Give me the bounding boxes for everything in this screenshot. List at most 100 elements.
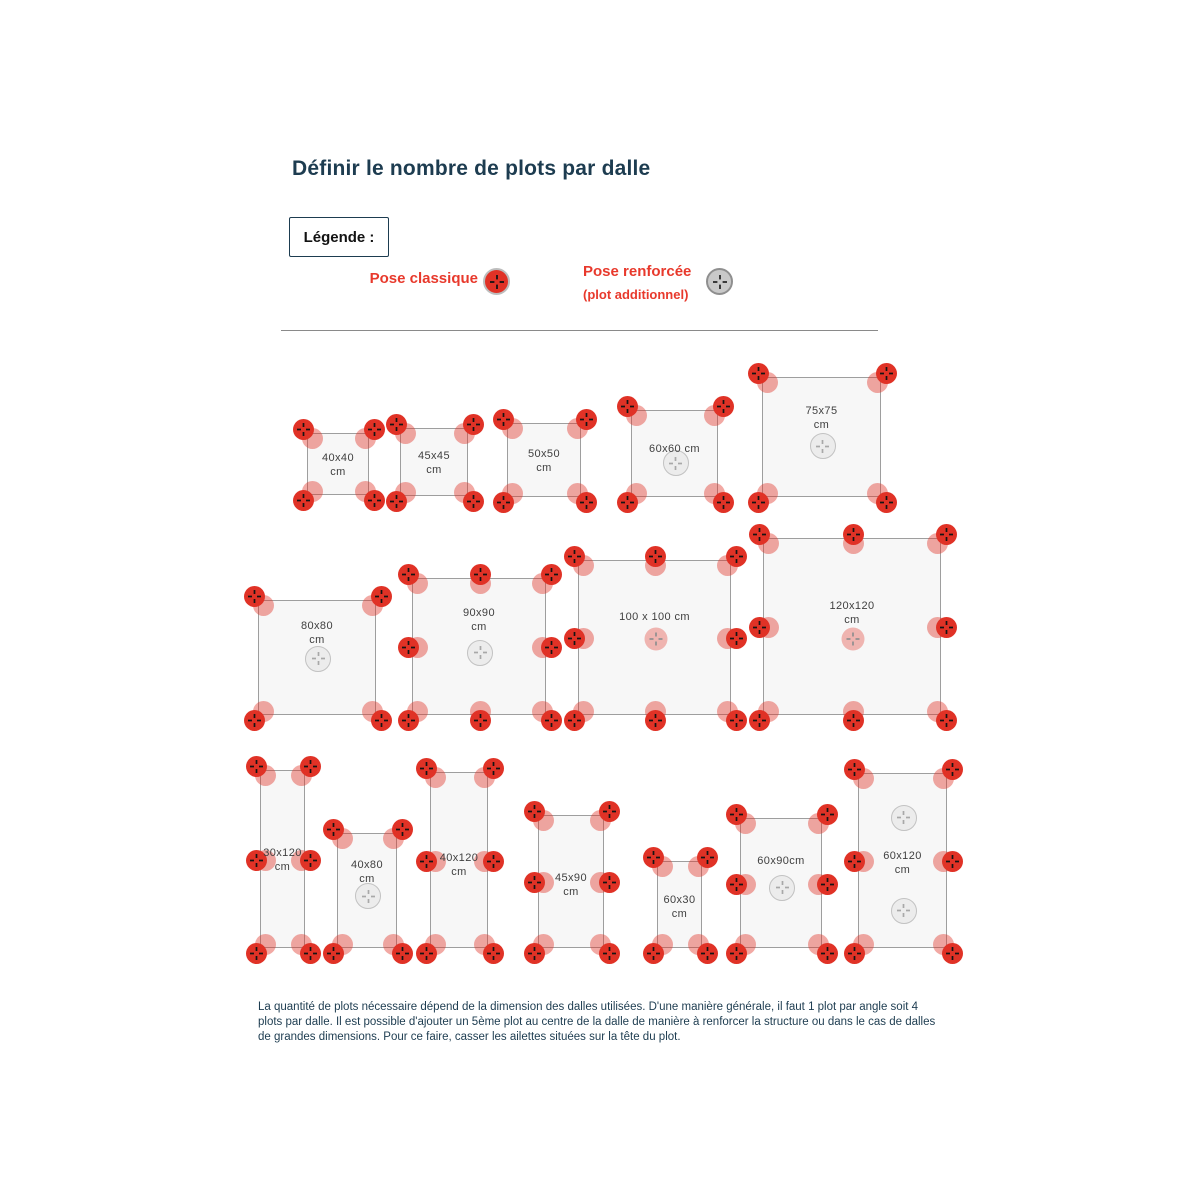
classic-plot-icon	[749, 617, 770, 638]
slab-30x120: 30x120 cm	[246, 756, 321, 964]
crosshair-icon	[545, 641, 558, 654]
slab-40x120: 40x120 cm	[416, 758, 504, 964]
crosshair-icon	[752, 367, 765, 380]
classic-plot-icon	[323, 943, 344, 964]
crosshair-icon	[545, 568, 558, 581]
classic-plot-icon	[524, 801, 545, 822]
slab-60x30: 60x30 cm	[643, 847, 718, 964]
classic-plot-icon	[300, 943, 321, 964]
classic-plot-icon	[726, 873, 747, 895]
additional-plot-marker	[644, 627, 667, 650]
crosshair-icon	[402, 641, 415, 654]
classic-plot-icon	[817, 873, 838, 895]
classic-plot-icon	[493, 492, 514, 513]
crosshair-icon	[717, 400, 730, 413]
crosshair-icon	[250, 853, 263, 867]
classic-plot-icon	[748, 492, 769, 513]
classic-plot-icon	[392, 943, 413, 964]
crosshair-icon	[647, 851, 660, 864]
crosshair-icon	[568, 632, 581, 645]
classic-plot-icon	[323, 819, 344, 840]
crosshair-icon	[701, 947, 714, 960]
classic-plot-icon	[371, 586, 392, 607]
crosshair-icon	[473, 714, 487, 727]
crosshair-icon	[580, 413, 593, 426]
classic-plot-icon	[564, 710, 585, 731]
crosshair-icon	[467, 418, 480, 431]
crosshair-icon	[717, 496, 730, 509]
classic-plot-icon	[463, 414, 484, 435]
slab-dimension-label: 60x30 cm	[663, 894, 696, 921]
classic-plot-icon	[842, 524, 864, 545]
crosshair-icon	[816, 439, 829, 453]
classic-plot-icon	[713, 396, 734, 417]
legend-reinforced-sublabel: (plot additionnel)	[583, 287, 689, 302]
crosshair-icon	[528, 947, 541, 960]
classic-plot-icon	[936, 617, 957, 638]
crosshair-icon	[487, 762, 500, 775]
crosshair-icon	[846, 632, 860, 646]
classic-plot-icon	[726, 628, 747, 649]
crosshair-icon	[467, 495, 480, 508]
classic-plot-icon	[617, 396, 638, 417]
crosshair-icon	[375, 590, 388, 603]
classic-plot-icon	[842, 710, 864, 731]
classic-plot-icon	[749, 710, 770, 731]
crosshair-icon	[669, 456, 682, 470]
crosshair-icon	[946, 763, 959, 776]
classic-plot-icon	[416, 943, 437, 964]
classic-plot-icon	[386, 414, 407, 435]
crosshair-icon	[649, 632, 662, 645]
classic-plot-icon	[564, 546, 585, 567]
crosshair-icon	[649, 550, 662, 563]
slab-60x60: 60x60 cm	[617, 396, 734, 513]
crosshair-icon	[880, 496, 893, 509]
classic-plot-icon	[300, 756, 321, 777]
crosshair-icon	[568, 550, 581, 563]
additional-plot-marker	[662, 450, 689, 477]
crosshair-icon	[621, 496, 634, 509]
classic-plot-icon	[599, 801, 620, 822]
crosshair-icon	[730, 632, 743, 645]
crosshair-icon	[775, 881, 789, 895]
classic-plot-icon	[564, 628, 585, 649]
classic-plot-icon	[726, 710, 747, 731]
crosshair-icon	[701, 851, 714, 864]
slab-dimension-label: 45x45 cm	[418, 450, 450, 476]
classic-plot-icon	[244, 710, 265, 731]
classic-plot-icon	[643, 847, 664, 868]
crosshair-icon	[361, 889, 375, 903]
crosshair-icon	[730, 550, 743, 563]
classic-plot-icon	[541, 710, 562, 731]
classic-plot-icon	[844, 851, 865, 872]
additional-plot-marker	[769, 874, 795, 901]
classic-plot-icon	[246, 849, 267, 871]
legend-divider	[281, 330, 878, 331]
classic-plot-icon	[300, 849, 321, 871]
crosshair-icon	[327, 947, 340, 960]
slab-45x90: 45x90 cm	[524, 801, 620, 964]
classic-plot-icon	[483, 268, 510, 295]
crosshair-icon	[730, 947, 743, 960]
crosshair-icon	[327, 823, 340, 836]
classic-plot-icon	[524, 872, 545, 893]
classic-plot-icon	[493, 409, 514, 430]
slab-dimension-label: 50x50 cm	[528, 448, 560, 474]
classic-plot-icon	[817, 943, 838, 964]
additional-plot-marker	[305, 645, 331, 672]
additional-plot-marker	[355, 883, 381, 910]
crosshair-icon	[311, 652, 325, 665]
crosshair-icon	[603, 947, 616, 960]
crosshair-icon	[420, 762, 433, 775]
crosshair-icon	[497, 413, 510, 426]
additional-plot-marker	[809, 433, 836, 460]
classic-plot-icon	[398, 637, 419, 658]
crosshair-icon	[368, 494, 381, 507]
classic-plot-icon	[726, 804, 747, 825]
slab-dimension-label: 40x40 cm	[322, 452, 354, 478]
classic-plot-icon	[576, 409, 597, 430]
classic-plot-icon	[599, 943, 620, 964]
crosshair-icon	[489, 274, 504, 289]
crosshair-icon	[897, 904, 910, 917]
crosshair-icon	[297, 423, 310, 436]
